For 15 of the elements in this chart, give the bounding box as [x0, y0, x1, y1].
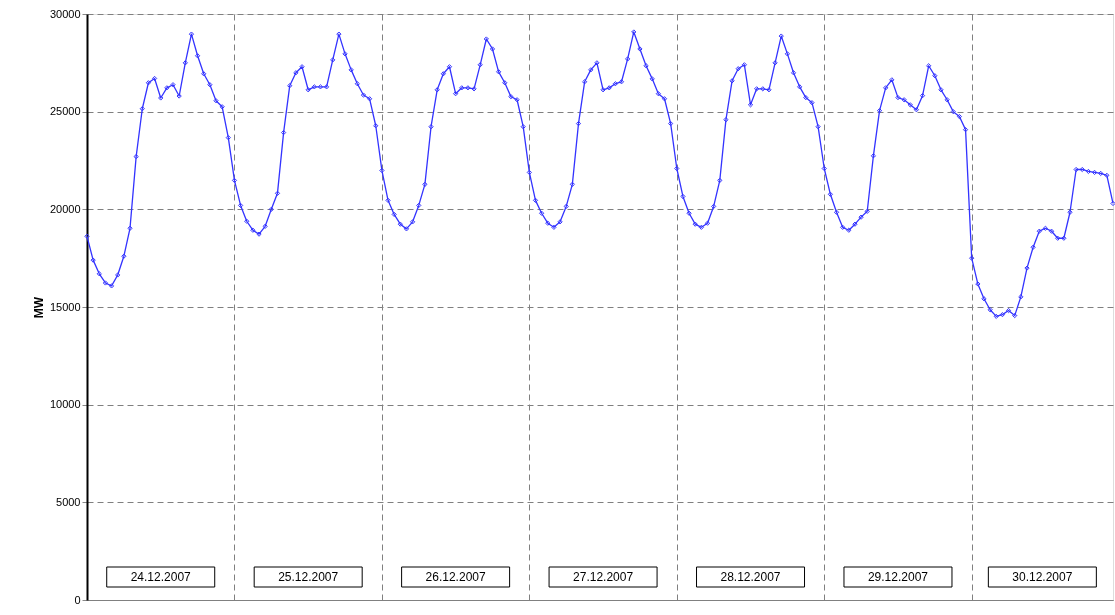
y-tick-label: 10000: [49, 398, 81, 411]
y-tick-label: 0: [74, 593, 81, 606]
annotation: 28.12.2007: [720, 570, 781, 584]
y-tick-label: 20000: [49, 202, 81, 215]
y-tick-label: 5000: [56, 495, 81, 508]
annotation: 25.12.2007: [278, 570, 339, 584]
annotation: 30.12.2007: [1012, 570, 1073, 584]
y-tick-label: 15000: [49, 300, 81, 313]
annotation: 24.12.2007: [130, 570, 192, 584]
annotation: 26.12.2007: [425, 570, 486, 584]
y-tick-label: 30000: [49, 7, 81, 20]
annotation: 29.12.2007: [867, 570, 929, 584]
y-tick-label: 25000: [49, 105, 81, 118]
annotation: 27.12.2007: [573, 570, 634, 584]
y-axis-title: MW: [31, 296, 46, 319]
